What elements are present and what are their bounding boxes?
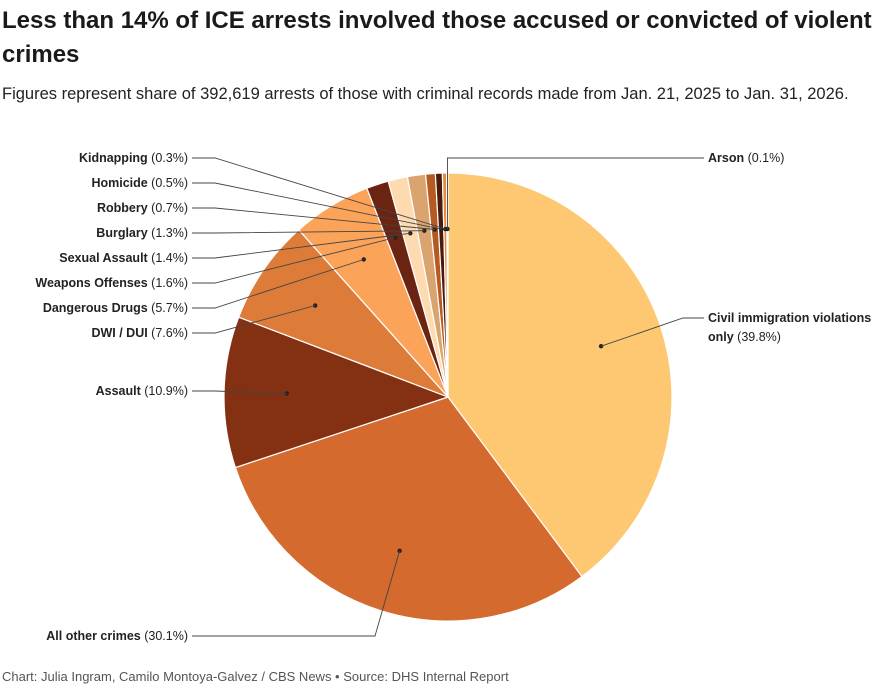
pie-slice-civil-immigration-violations-only: [447, 172, 673, 578]
pie-slice-all-other-crimes: [234, 396, 583, 622]
slice-label-robbery: Robbery (0.7%): [97, 201, 188, 215]
slice-label-dwi-dui: DWI / DUI (7.6%): [91, 326, 188, 340]
slice-label-dangerous-drugs: Dangerous Drugs (5.7%): [43, 301, 188, 315]
slice-label-burglary: Burglary (1.3%): [96, 226, 188, 240]
leader-dot-dangerous-drugs: [361, 257, 366, 262]
chart-source: Chart: Julia Ingram, Camilo Montoya-Galv…: [2, 669, 509, 684]
leader-dot-sexual-assault: [408, 231, 413, 236]
slice-label-homicide: Homicide (0.5%): [91, 176, 188, 190]
slice-label-assault: Assault (10.9%): [96, 384, 188, 398]
slice-label-weapons-offenses: Weapons Offenses (1.6%): [35, 276, 188, 290]
leader-line-weapons-offenses: [192, 237, 396, 284]
slice-label-sexual-assault: Sexual Assault (1.4%): [59, 251, 188, 265]
leader-line-dangerous-drugs: [192, 259, 364, 309]
leader-line-dwi-dui: [192, 305, 316, 334]
leader-dot-burglary: [422, 228, 427, 233]
leader-line-arson: [447, 157, 704, 229]
leader-line-civil-immigration-violations-only: [600, 317, 704, 347]
leader-lines: [192, 157, 704, 637]
pie-slices: [223, 172, 673, 622]
slice-label-arson: Arson (0.1%): [708, 151, 784, 165]
slice-label-all-other-crimes: All other crimes (30.1%): [46, 629, 188, 643]
leader-line-assault: [192, 390, 287, 394]
leader-line-kidnapping: [192, 157, 446, 230]
slice-label-kidnapping: Kidnapping (0.3%): [79, 151, 188, 165]
leader-line-sexual-assault: [192, 232, 411, 259]
pie-slice-dwi-dui: [237, 229, 449, 398]
leader-line-robbery: [192, 207, 435, 230]
leader-line-burglary: [192, 230, 425, 234]
leader-line-all-other-crimes: [192, 550, 401, 637]
leader-dot-civil-immigration-violations-only: [598, 344, 604, 349]
chart-title: Less than 14% of ICE arrests involved th…: [2, 7, 872, 68]
slice-label-civil-immigration-violations-only: Civil immigration violations only (39.8%): [708, 311, 871, 344]
pie-slice-assault: [223, 316, 450, 469]
chart-subtitle: Figures represent share of 392,619 arres…: [2, 85, 849, 103]
leader-line-homicide: [192, 182, 442, 230]
slice-labels: Civil immigration violations only (39.8%)…: [35, 151, 871, 643]
